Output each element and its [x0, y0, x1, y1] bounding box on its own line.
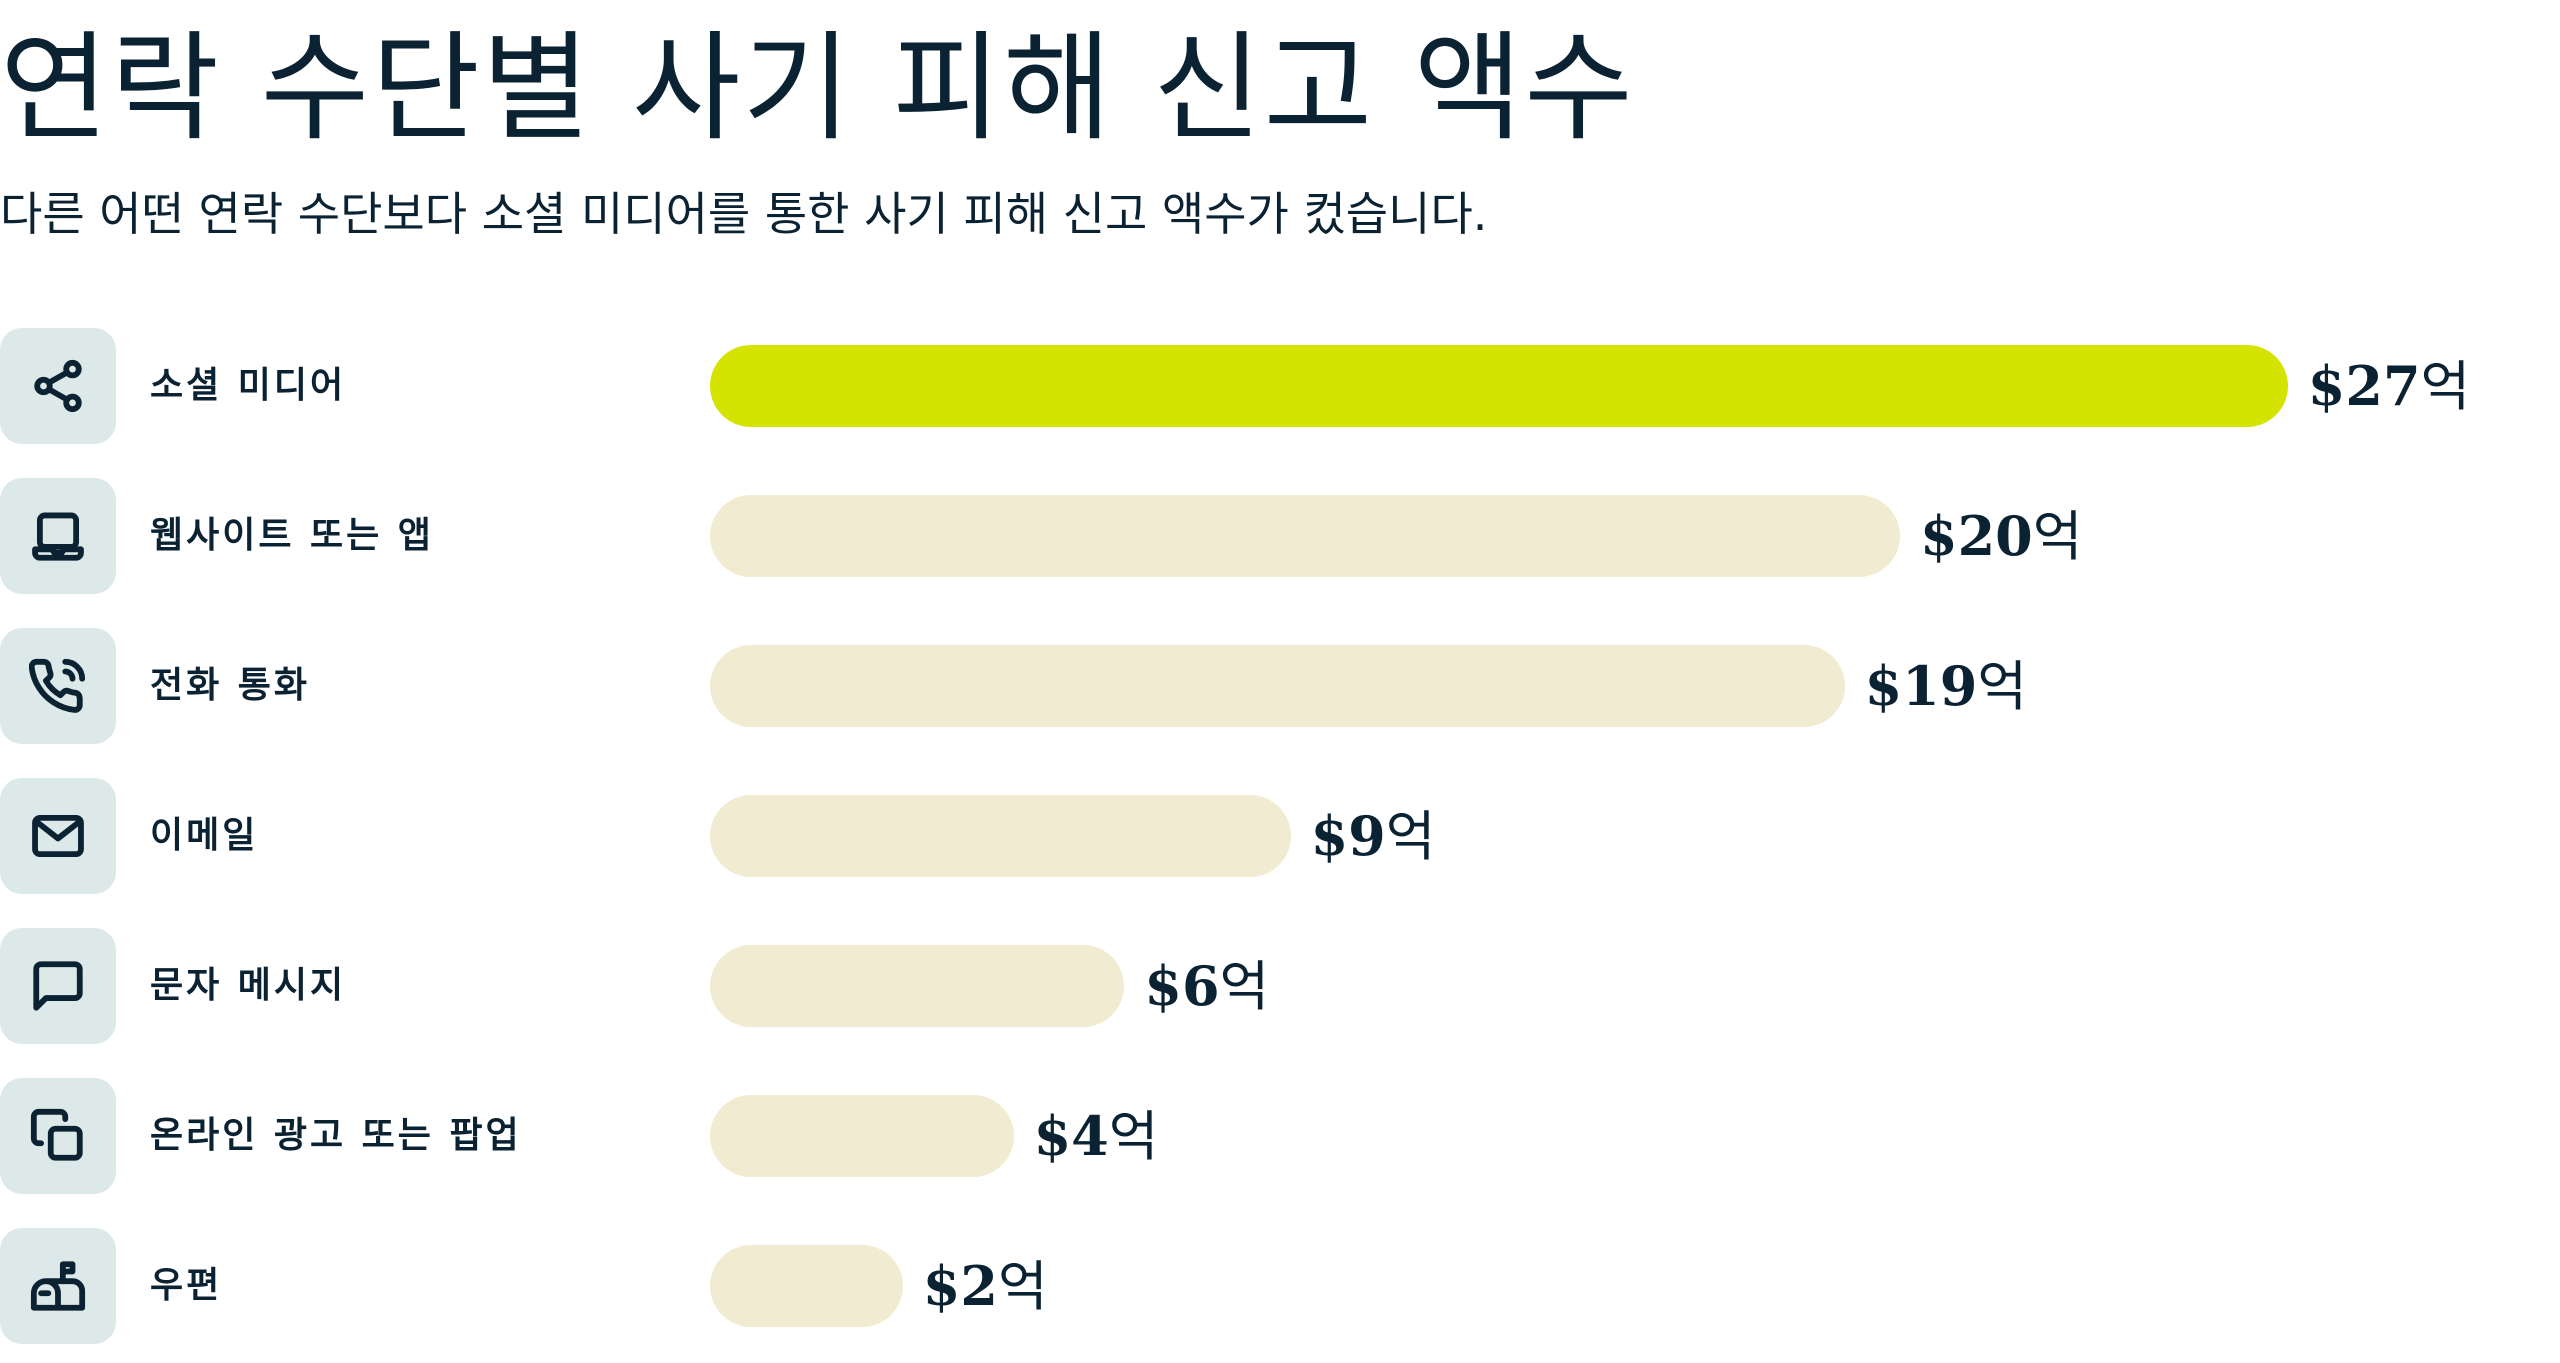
copy-icon-box	[0, 1078, 116, 1194]
message-icon	[29, 957, 87, 1015]
value-label: $20억	[1920, 478, 2082, 595]
value-unit: 억	[1219, 955, 1270, 1018]
bar	[710, 345, 2288, 427]
share-icon	[29, 357, 87, 415]
category-label: 문자 메시지	[150, 965, 347, 1006]
value-label: $19억	[1865, 628, 2027, 745]
value-number: $19	[1864, 654, 1978, 718]
chart-subtitle: 다른 어떤 연락 수단보다 소셜 미디어를 통한 사기 피해 신고 액수가 컸습…	[0, 187, 1488, 241]
value-unit: 억	[2032, 505, 2083, 568]
value-unit: 억	[1108, 1105, 1159, 1168]
bar-row: 온라인 광고 또는 팝업 $4억	[0, 1078, 2560, 1194]
bar-row: 웹사이트 또는 앱 $20억	[0, 478, 2560, 594]
mailbox-icon	[29, 1257, 87, 1315]
mail-icon	[29, 807, 87, 865]
category-label: 이메일	[150, 815, 259, 856]
bar-row: 문자 메시지 $6억	[0, 928, 2560, 1044]
category-label: 웹사이트 또는 앱	[150, 515, 434, 556]
value-unit: 억	[1977, 655, 2028, 718]
bar	[710, 645, 1845, 727]
bar	[710, 795, 1291, 877]
value-label: $6억	[1144, 928, 1269, 1045]
category-label: 전화 통화	[150, 665, 311, 706]
message-icon-box	[0, 928, 116, 1044]
value-unit: 억	[2420, 355, 2471, 418]
value-number: $20	[1920, 504, 2033, 568]
phone-call-icon-box	[0, 628, 116, 744]
bar	[710, 1245, 903, 1327]
value-label: $2억	[923, 1228, 1048, 1345]
value-unit: 억	[1385, 805, 1436, 868]
phone-call-icon	[29, 657, 87, 715]
bar-row: 전화 통화 $19억	[0, 628, 2560, 744]
bar	[710, 495, 1900, 577]
bar-row: 우편 $2억	[0, 1228, 2560, 1344]
value-label: $27억	[2308, 328, 2470, 445]
value-label: $4억	[1034, 1078, 1159, 1195]
copy-icon	[29, 1107, 87, 1165]
mailbox-icon-box	[0, 1228, 116, 1344]
chart-title: 연락 수단별 사기 피해 신고 액수	[0, 19, 1635, 157]
value-number: $4	[1033, 1104, 1109, 1168]
value-label: $9억	[1311, 778, 1436, 895]
laptop-icon-box	[0, 478, 116, 594]
category-label: 온라인 광고 또는 팝업	[150, 1115, 522, 1156]
mail-icon-box	[0, 778, 116, 894]
laptop-icon	[29, 507, 87, 565]
value-number: $6	[1144, 954, 1220, 1018]
bar	[710, 1095, 1014, 1177]
value-number: $2	[922, 1254, 998, 1318]
category-label: 우편	[150, 1265, 223, 1306]
value-number: $27	[2307, 354, 2421, 418]
category-label: 소셜 미디어	[150, 365, 347, 406]
value-number: $9	[1310, 804, 1386, 868]
share-icon-box	[0, 328, 116, 444]
value-unit: 억	[997, 1255, 1048, 1318]
bar	[710, 945, 1125, 1027]
bar-row: 소셜 미디어 $27억	[0, 328, 2560, 444]
bar-row: 이메일 $9억	[0, 778, 2560, 894]
